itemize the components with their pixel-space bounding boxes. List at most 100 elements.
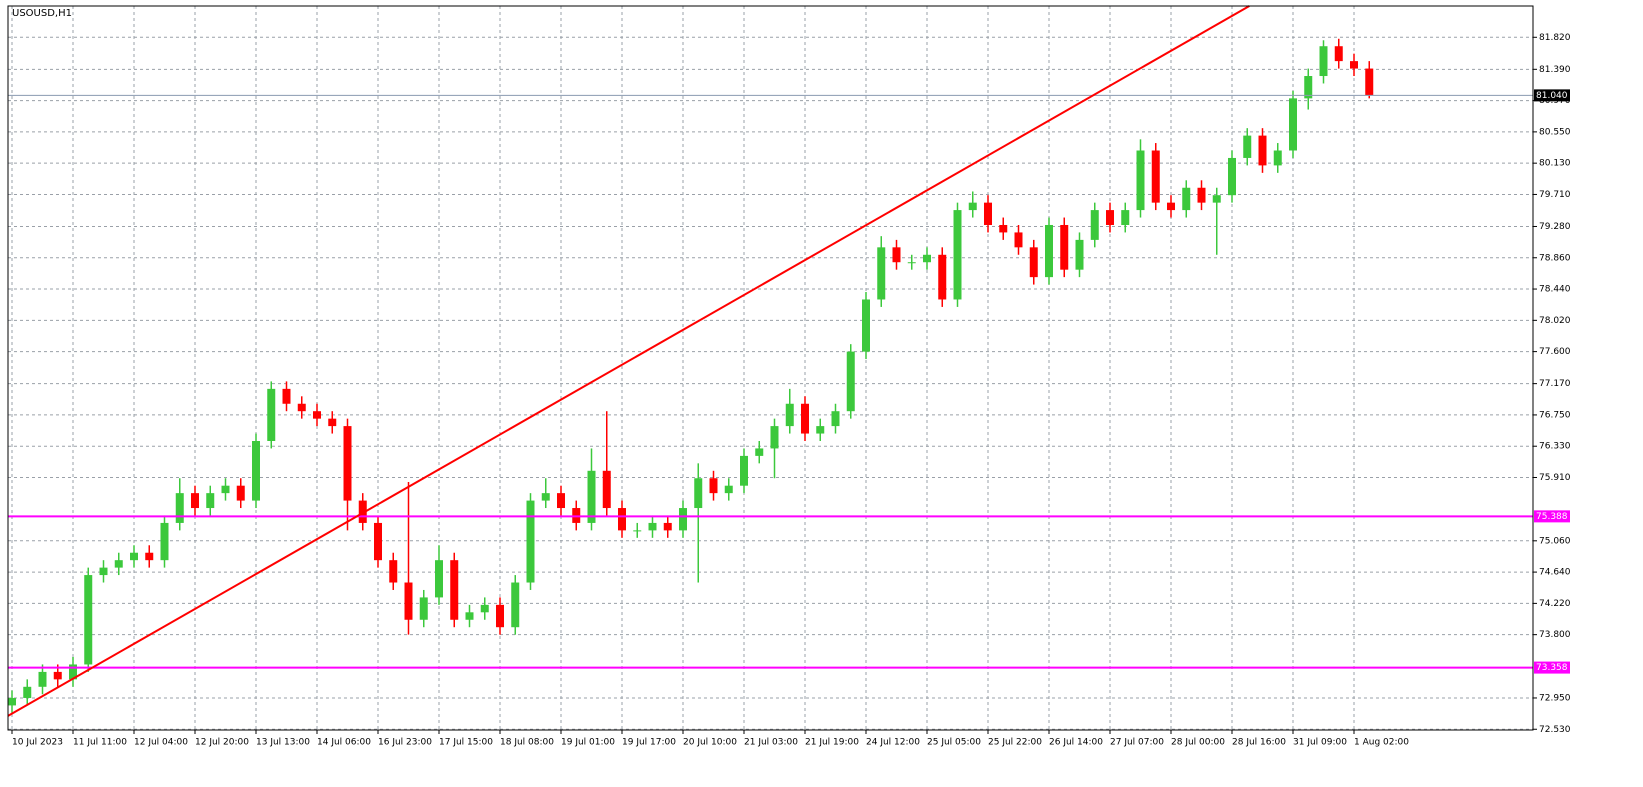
candle-body — [709, 478, 718, 494]
y-tick-label: 72.530 — [1539, 725, 1571, 735]
candle-body — [236, 485, 245, 501]
candle-body — [1167, 202, 1175, 211]
candle-body — [53, 671, 62, 680]
y-tick-label: 79.280 — [1539, 222, 1571, 232]
candle-body — [69, 664, 77, 680]
candle-body — [450, 560, 459, 620]
y-tick-label: 74.640 — [1539, 568, 1571, 578]
x-tick-label: 1 Aug 02:00 — [1354, 738, 1409, 748]
candle-body — [343, 426, 352, 501]
candle-body — [206, 493, 215, 509]
y-tick-label: 81.390 — [1539, 65, 1571, 75]
candle-body — [1060, 224, 1069, 270]
candle-body — [953, 210, 962, 300]
candle-body — [1106, 210, 1114, 225]
grid — [8, 6, 1533, 730]
candle-body — [1273, 150, 1282, 166]
candle-body — [1014, 232, 1023, 248]
candle-body — [404, 582, 413, 620]
y-tick-label: 78.440 — [1539, 285, 1571, 295]
plot-frame — [7, 5, 1534, 731]
candle-body — [999, 224, 1008, 233]
candle-body — [633, 530, 642, 532]
candle-body — [1182, 187, 1191, 211]
candle-body — [419, 597, 428, 620]
x-tick-label: 31 Jul 09:00 — [1293, 738, 1347, 748]
candle-body — [740, 455, 748, 486]
candle-body — [785, 403, 794, 427]
candle-body — [221, 485, 230, 494]
y-tick-label: 72.950 — [1539, 693, 1571, 703]
candle-body — [877, 247, 886, 300]
candle-body — [435, 560, 443, 598]
x-tick-label: 25 Jul 05:00 — [927, 738, 981, 748]
candle-body — [1304, 76, 1313, 99]
y-tick-label: 76.330 — [1539, 442, 1571, 452]
x-tick-label: 13 Jul 13:00 — [256, 738, 310, 748]
candle-body — [282, 388, 291, 404]
candle-body — [130, 552, 138, 561]
candle-body — [923, 254, 931, 263]
x-tick-label: 24 Jul 12:00 — [866, 738, 920, 748]
x-tick-label: 10 Jul 2023 — [12, 738, 63, 748]
price-label-box — [1534, 89, 1570, 102]
x-tick-label: 27 Jul 07:00 — [1110, 738, 1164, 748]
candle-body — [755, 448, 764, 456]
candle-body — [526, 500, 535, 583]
candle-body — [892, 247, 901, 263]
candle-body — [1365, 68, 1374, 96]
x-tick-label: 12 Jul 04:00 — [134, 738, 188, 748]
candle-body — [1121, 210, 1130, 225]
candle-body — [694, 478, 703, 509]
candle-body — [267, 388, 276, 441]
candle-body — [480, 604, 489, 613]
candle-body — [1289, 98, 1297, 151]
x-tick-label: 12 Jul 20:00 — [195, 738, 249, 748]
candle-body — [557, 493, 565, 509]
candle-body — [602, 470, 611, 509]
candle-body — [679, 508, 687, 531]
price-label: 75.388 — [1536, 512, 1568, 522]
candle-body — [1197, 187, 1206, 203]
candle-body — [1029, 247, 1038, 278]
candle-body — [1258, 135, 1267, 166]
price-label-box — [1534, 661, 1570, 674]
candle-body — [191, 493, 199, 509]
plot — [7, 5, 1533, 717]
candle-body — [1212, 195, 1221, 203]
candle-body — [389, 560, 398, 583]
candle-body — [1319, 46, 1328, 77]
candle-body — [541, 493, 550, 501]
candle-body — [831, 411, 840, 427]
candle-body — [801, 403, 809, 434]
candle-body — [968, 202, 977, 211]
candle-body — [618, 508, 626, 531]
candle-body — [1045, 224, 1053, 278]
candle-body — [297, 403, 306, 412]
candle-body — [1350, 61, 1358, 69]
candle-body — [8, 697, 16, 706]
x-tick-label: 25 Jul 22:00 — [988, 738, 1042, 748]
x-tick-label: 11 Jul 11:00 — [73, 738, 127, 748]
candle-body — [511, 582, 520, 628]
x-tick-label: 21 Jul 03:00 — [744, 738, 798, 748]
axes: 81.82081.39080.97080.55080.13079.71079.2… — [11, 33, 1571, 748]
candle-body — [938, 254, 947, 300]
candle-body — [862, 299, 870, 352]
y-tick-label: 81.820 — [1539, 33, 1571, 43]
candle-body — [84, 575, 93, 665]
y-tick-label: 77.600 — [1539, 347, 1571, 357]
price-label-box — [1534, 510, 1570, 523]
y-tick-label: 79.710 — [1539, 190, 1571, 200]
candle-body — [175, 493, 184, 523]
candle-body — [648, 522, 657, 531]
x-tick-label: 19 Jul 17:00 — [622, 738, 676, 748]
candle-body — [1090, 210, 1099, 240]
x-tick-label: 28 Jul 16:00 — [1232, 738, 1286, 748]
x-tick-label: 21 Jul 19:00 — [805, 738, 859, 748]
candle-body — [1228, 157, 1236, 196]
candle-body — [770, 426, 779, 449]
candle-body — [160, 522, 169, 561]
